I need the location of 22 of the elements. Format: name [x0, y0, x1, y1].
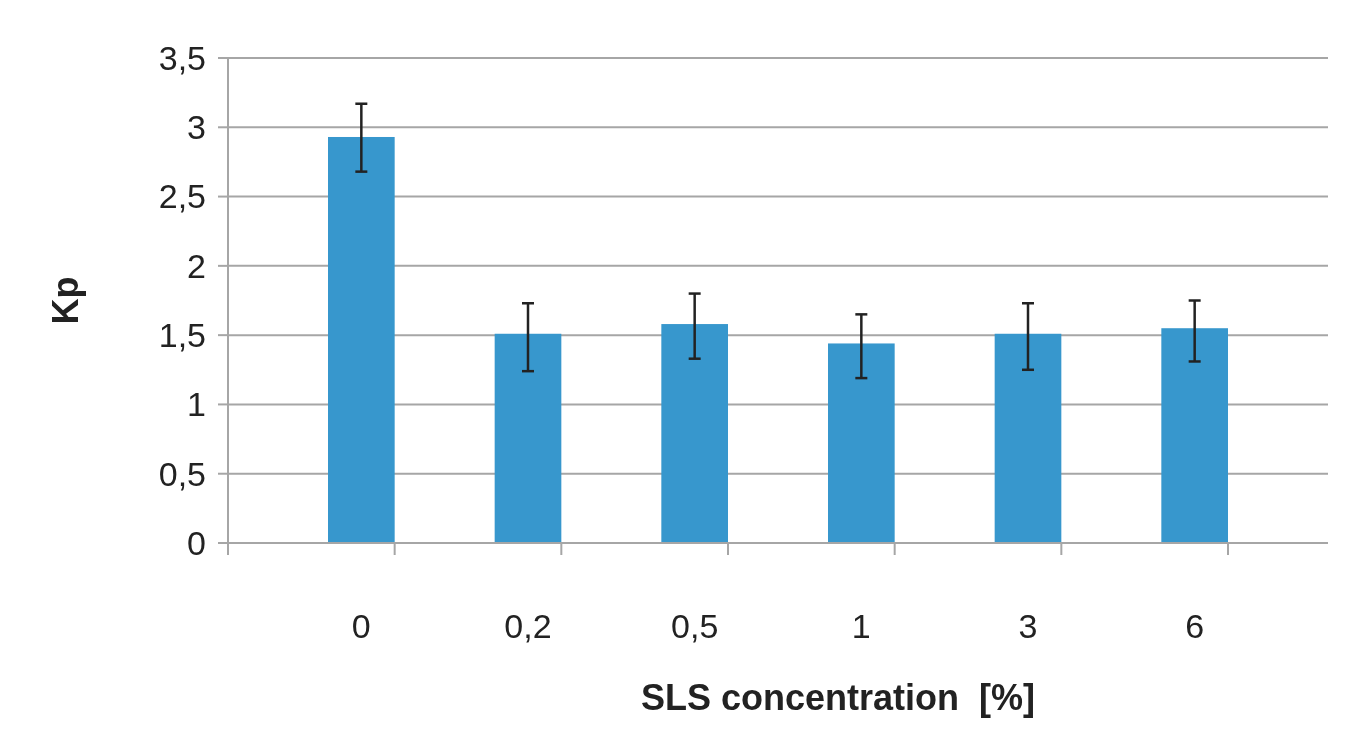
- bar: [994, 333, 1062, 543]
- bar: [661, 324, 728, 543]
- x-tick-label: 1: [851, 607, 871, 645]
- y-tick-label: 3: [187, 108, 206, 147]
- y-axis-title: Kp: [45, 276, 86, 325]
- y-tick-label: 0,5: [158, 454, 206, 493]
- y-tick-label: 2,5: [158, 177, 206, 216]
- y-tick-label: 1,5: [158, 316, 206, 355]
- x-tick-label: 6: [1185, 607, 1205, 645]
- x-tick-label: 0,2: [504, 607, 552, 645]
- y-tick-label: 1: [187, 385, 206, 424]
- bar: [494, 333, 562, 543]
- bar: [1161, 328, 1228, 543]
- y-tick-label: 2: [187, 246, 206, 285]
- x-tick-label: 0,5: [671, 607, 719, 645]
- bar: [828, 343, 895, 543]
- bar: [328, 136, 395, 543]
- y-tick-label: 0: [187, 523, 206, 562]
- x-tick-label: 3: [1018, 607, 1038, 645]
- y-tick-label: 3,5: [158, 38, 206, 77]
- x-axis-title: SLS concentration [%]: [640, 677, 1036, 718]
- x-tick-label: 0: [351, 607, 371, 645]
